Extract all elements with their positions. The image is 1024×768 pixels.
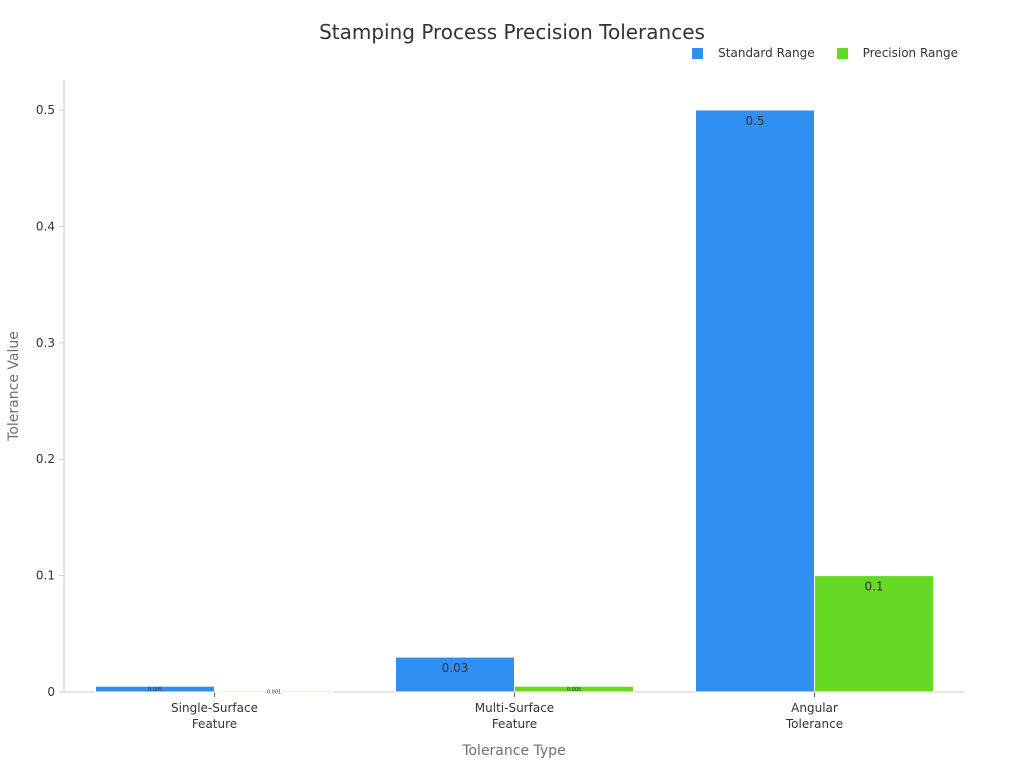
- bar-precision[interactable]: [514, 685, 634, 693]
- y-tick-label: 0.4: [36, 219, 55, 233]
- legend-swatch-standard: [692, 47, 704, 59]
- bar-precision[interactable]: [814, 575, 934, 693]
- y-axis: 0 0.1 0.2 0.3 0.4 0.5: [36, 80, 65, 699]
- x-axis: Single-Surface Feature Multi-Surface Featur…: [64, 691, 964, 731]
- y-tick-label: 0.2: [36, 452, 55, 466]
- y-axis-title: Tolerance Value: [6, 331, 22, 442]
- data-label: 0.005: [567, 687, 581, 693]
- data-label: 0.001: [267, 689, 281, 695]
- x-tick-label-line: Tolerance: [785, 717, 843, 731]
- data-labels: 0.005 0.001 0.03 0.005 0.5 0.1: [148, 114, 884, 695]
- bar-standard[interactable]: [395, 656, 515, 693]
- x-axis-title: Tolerance Type: [461, 743, 565, 759]
- x-tick-label-line: Feature: [192, 717, 237, 731]
- bar-precision[interactable]: [214, 690, 334, 693]
- data-label: 0.03: [442, 661, 469, 675]
- bar-standard[interactable]: [95, 685, 215, 693]
- bar-standard[interactable]: [695, 109, 815, 693]
- legend: Standard Range Precision Range: [670, 46, 958, 60]
- data-label: 0.005: [148, 687, 162, 693]
- chart-title: Stamping Process Precision Tolerances: [319, 20, 705, 44]
- x-tick-label-line: Angular: [791, 701, 838, 715]
- data-label: 0.5: [745, 114, 764, 128]
- y-tick-label: 0.5: [36, 103, 55, 117]
- y-tick-label: 0.1: [36, 569, 55, 583]
- y-tick-label: 0: [47, 685, 55, 699]
- x-tick-label: Angular Tolerance: [785, 701, 843, 731]
- y-tick-label: 0.3: [36, 336, 55, 350]
- x-tick-label: Single-Surface Feature: [171, 701, 258, 731]
- legend-item-standard[interactable]: Standard Range: [692, 46, 815, 60]
- legend-item-precision[interactable]: Precision Range: [836, 46, 958, 60]
- bars: [95, 109, 934, 693]
- x-tick-label-line: Multi-Surface: [475, 701, 554, 715]
- legend-label-standard: Standard Range: [718, 46, 815, 60]
- data-label: 0.1: [864, 580, 883, 594]
- x-tick-label-line: Single-Surface: [171, 701, 258, 715]
- legend-label-precision: Precision Range: [862, 46, 958, 60]
- x-tick-label-line: Feature: [492, 717, 537, 731]
- x-tick-label: Multi-Surface Feature: [475, 701, 554, 731]
- legend-swatch-precision: [836, 47, 848, 59]
